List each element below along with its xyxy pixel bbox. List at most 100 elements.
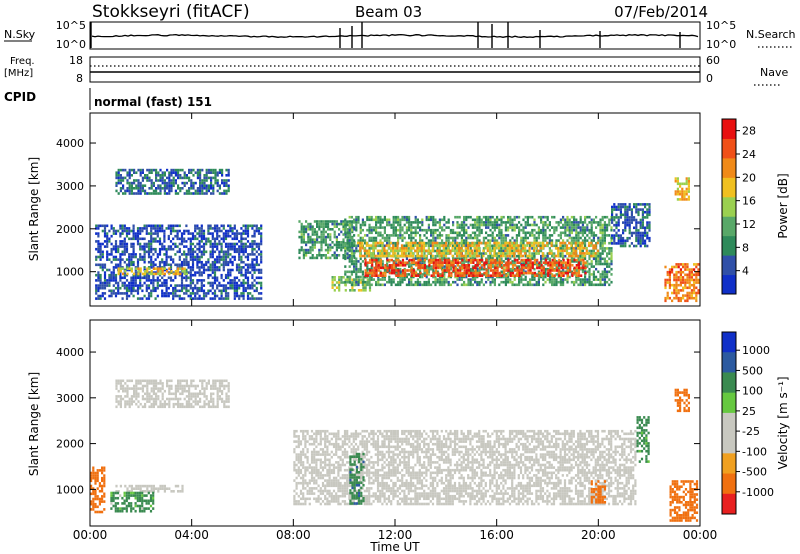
scatter-cell <box>465 283 468 287</box>
scatter-cell <box>119 255 122 259</box>
scatter-cell <box>128 189 131 193</box>
scatter-cell <box>447 241 450 245</box>
scatter-cell <box>156 227 159 230</box>
scatter-cell <box>242 289 245 293</box>
scatter-cell <box>427 215 430 219</box>
scatter-cell <box>599 228 602 232</box>
scatter-cell <box>419 234 422 237</box>
scatter-cell <box>177 267 180 270</box>
scatter-cell <box>498 231 501 235</box>
scatter-cell <box>194 245 197 248</box>
scatter-cell <box>385 252 388 255</box>
scatter-cell <box>128 267 131 270</box>
scatter-cell <box>257 227 261 230</box>
scatter-cell <box>307 222 310 226</box>
scatter-cell <box>353 234 356 237</box>
scatter-cell <box>537 241 540 245</box>
scatter-cell <box>188 189 191 193</box>
scatter-cell <box>566 269 570 272</box>
scatter-cell <box>211 271 214 274</box>
scatter-cell <box>454 271 457 275</box>
scatter-cell <box>128 260 131 264</box>
scatter-cell <box>364 269 367 272</box>
scatter-cell <box>177 270 180 273</box>
scatter-cell <box>595 283 598 287</box>
scatter-cell <box>599 223 602 227</box>
scatter-cell <box>128 258 131 261</box>
scatter-cell <box>372 239 375 242</box>
scatter-cell <box>97 284 100 287</box>
scatter-cell <box>144 176 147 180</box>
scatter-cell <box>207 227 210 230</box>
scatter-cell <box>353 278 356 281</box>
scatter-cell <box>599 273 602 276</box>
scatter-cell <box>573 258 576 262</box>
scatter-cell <box>504 244 507 247</box>
scatter-cell <box>143 260 146 264</box>
scatter-cell <box>474 274 477 277</box>
scatter-cell <box>513 249 516 253</box>
scatter-cell <box>518 215 521 219</box>
scatter-cell <box>372 249 375 253</box>
scatter-cell <box>196 260 199 264</box>
scatter-cell <box>531 264 534 267</box>
scatter-cell <box>575 226 578 229</box>
scatter-cell <box>592 239 595 242</box>
scatter-cell <box>392 244 395 247</box>
scatter-cell <box>229 258 232 261</box>
scatter-cell <box>383 218 386 222</box>
scatter-cell <box>212 171 215 174</box>
scatter-cell <box>474 271 477 275</box>
scatter-cell <box>592 270 595 274</box>
scatter-cell <box>544 231 547 235</box>
scatter-cell <box>146 168 149 172</box>
scatter-cell <box>485 271 488 275</box>
scatter-cell <box>454 215 457 219</box>
scatter-cell <box>608 278 611 281</box>
scatter-cell <box>393 261 396 264</box>
scatter-cell <box>480 254 483 258</box>
scatter-cell <box>601 275 604 279</box>
scatter-cell <box>150 292 153 295</box>
scatter-cell <box>313 228 316 231</box>
scatter-cell <box>478 218 481 222</box>
scatter-cell <box>174 286 177 290</box>
scatter-cell <box>493 226 496 229</box>
scatter-cell <box>382 271 385 275</box>
scatter-cell <box>590 254 593 258</box>
scatter-cell <box>460 236 463 240</box>
scatter-cell <box>213 245 217 248</box>
scatter-cell <box>202 268 206 272</box>
scatter-cell <box>474 269 477 272</box>
scatter-cell <box>161 247 164 251</box>
scatter-cell <box>121 227 124 230</box>
scatter-cell <box>515 236 518 240</box>
scatter-cell <box>112 284 115 287</box>
scatter-cell <box>114 240 118 243</box>
scatter-cell <box>516 274 519 277</box>
scatter-cell <box>581 270 584 274</box>
scatter-cell <box>145 286 148 290</box>
scatter-cell <box>240 271 243 274</box>
scatter-cell <box>496 218 499 222</box>
scatter-cell <box>235 289 239 293</box>
scatter-cell <box>555 280 558 284</box>
scatter-cell <box>218 268 221 272</box>
scatter-cell <box>119 181 122 185</box>
scatter-cell <box>558 258 561 262</box>
scatter-cell <box>460 283 463 287</box>
scatter-cell <box>390 278 393 281</box>
scatter-cell <box>99 242 102 246</box>
scatter-cell <box>130 255 133 259</box>
scatter-cell <box>320 235 323 239</box>
scatter-cell <box>329 220 332 223</box>
scatter-cell <box>511 236 514 240</box>
scatter-cell <box>531 231 534 235</box>
scatter-cell <box>377 266 380 270</box>
scatter-cell <box>382 274 385 277</box>
scatter-cell <box>218 187 221 190</box>
scatter-cell <box>397 283 400 287</box>
scatter-cell <box>227 229 230 233</box>
scatter-cell <box>170 171 173 174</box>
scatter-cell <box>469 247 472 250</box>
